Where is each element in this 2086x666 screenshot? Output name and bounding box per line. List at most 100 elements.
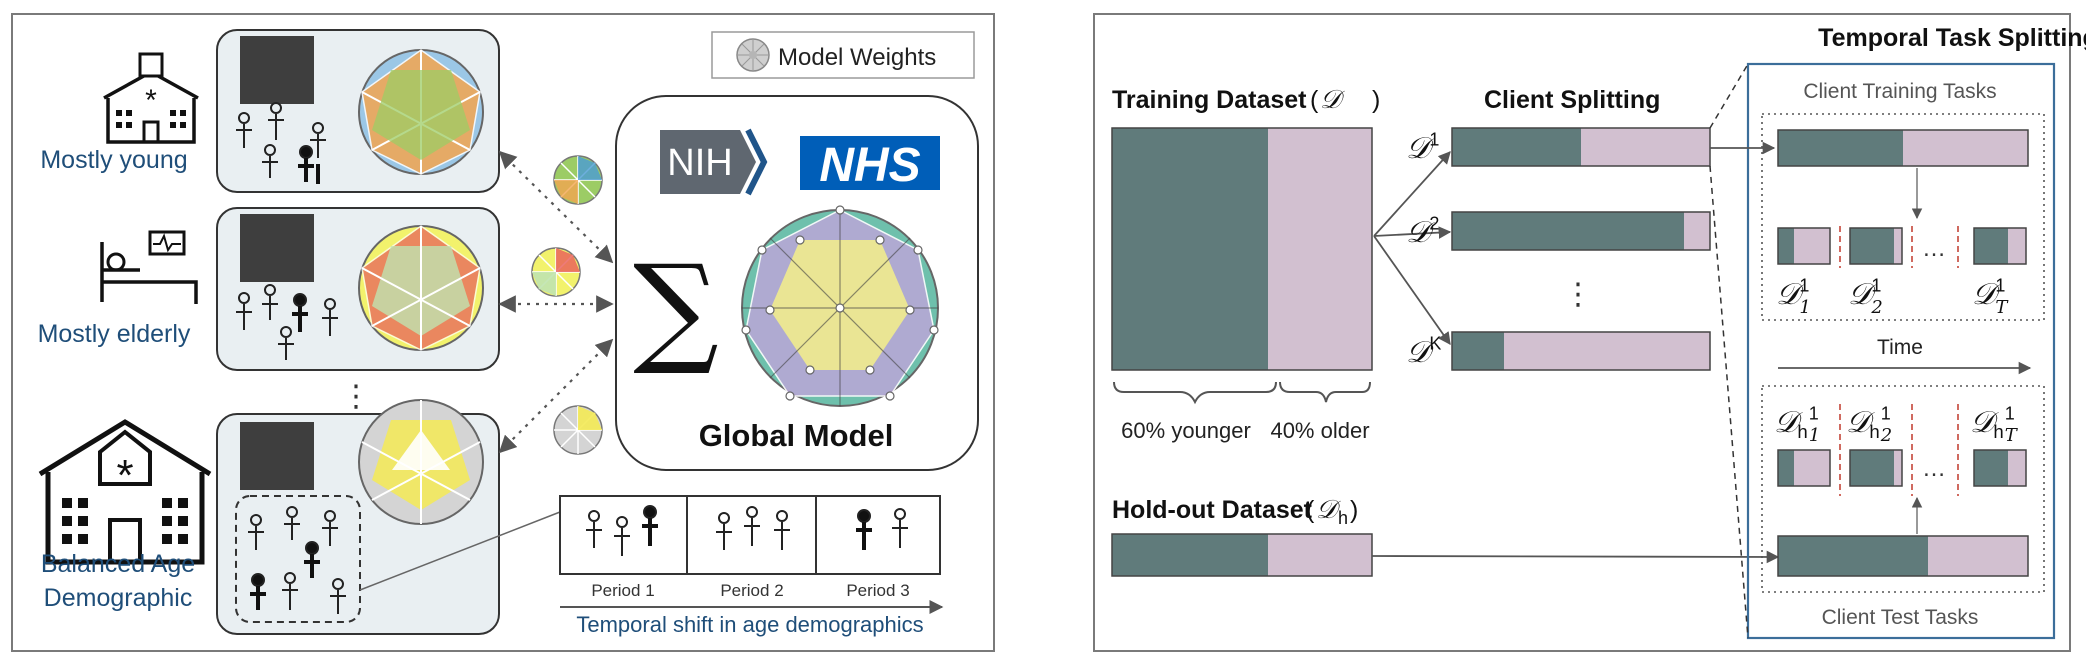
zoom-line-top (1709, 63, 1749, 129)
client-2-group: Mostly elderly (38, 207, 500, 371)
test-task-1-bar-outline (1777, 449, 1831, 487)
model-weights-graph-1 (358, 49, 484, 175)
zoom-line-bottom (1709, 165, 1749, 639)
client-bars-ellipsis: ⋮ (1563, 278, 1593, 311)
client-3-period-connector (359, 511, 561, 591)
test-task-3-bar-teal (1974, 450, 2008, 486)
test-task-2-bar-pink (1894, 450, 1902, 486)
holdout-dataset-subscript: h (1338, 508, 1348, 528)
client-2-bar-pink (1684, 212, 1710, 250)
training-task-1-label-subscript: 1 (1799, 297, 1810, 318)
client-2-label: Mostly elderly (38, 320, 191, 348)
client-2-bar-outline (1451, 211, 1711, 251)
training-task-bars: 𝒟 11 𝒟 12 𝒟 1T (1776, 227, 2027, 318)
model-weights-graph-3 (358, 399, 484, 525)
client-1-full-teal (1778, 130, 1903, 166)
temporal-task-title: Temporal Task Splitting (1818, 24, 2086, 52)
split-arrow-client-2 (1373, 226, 1452, 239)
holdout-younger-block (1112, 534, 1268, 576)
test-task-3-bar-outline (1973, 449, 2027, 487)
clients-ellipsis: ⋮ (341, 380, 371, 413)
training-task-2-label-subscript: 2 (1870, 297, 1882, 318)
temporal-shift-label: Temporal shift in age demographics (576, 612, 923, 637)
training-task-2-bar-pink (1894, 228, 1902, 264)
training-task-3-label-superscript: 1 (1995, 275, 2005, 295)
client-3-people-group (235, 495, 361, 623)
nhs-logo: NHS (800, 136, 940, 192)
period-2-people-icons (716, 506, 790, 550)
client-2-bar-teal (1452, 212, 1684, 250)
younger-brace (1113, 381, 1277, 405)
training-tasks-ellipsis: … (1922, 235, 1946, 262)
global-model-graph (741, 205, 939, 407)
holdout-dataset-label: Hold-out Dataset (1112, 496, 1313, 524)
client-3-bar-outline (1451, 331, 1711, 371)
people-icons-3 (248, 506, 346, 614)
older-brace (1279, 381, 1371, 403)
training-task-1-bar-teal (1778, 228, 1794, 264)
test-task-1-label-superscript: 1 (1809, 403, 1819, 423)
temporal-task-frame (1746, 62, 2056, 640)
holdout-dataset-outline (1111, 533, 1373, 577)
time-label: Time (1877, 336, 1923, 359)
client-3-label-superscript: K (1429, 333, 1441, 353)
older-label: 40% older (1270, 418, 1369, 443)
global-model-title: Global Model (699, 418, 894, 453)
holdout-paren-open: ( (1306, 496, 1315, 524)
hospital-icon: * (103, 52, 199, 144)
test-task-2-bar-outline (1849, 449, 1903, 487)
client-training-tasks-label: Client Training Tasks (1803, 80, 1996, 103)
client-bars: 𝒟 1𝒟 2𝒟 K (1406, 127, 1711, 371)
training-task-3-label-subscript: T (1995, 297, 2009, 318)
client-1-bar-outline (1451, 127, 1711, 167)
test-task-1-bar-teal (1778, 450, 1794, 486)
training-task-3-bar-outline (1973, 227, 2027, 265)
client-3-label-line-1: Balanced Age (41, 550, 195, 578)
chest-xray-image-3 (240, 422, 314, 490)
client-splitting-title: Client Splitting (1484, 86, 1660, 114)
training-dataset-paren-close: ) (1372, 86, 1380, 114)
chest-xray-image-2 (240, 214, 314, 282)
nih-logo: NIH (660, 128, 768, 196)
test-task-3-bar-pink (2008, 450, 2026, 486)
holdout-older-block (1268, 534, 1372, 576)
training-task-2-bar-teal (1850, 228, 1894, 264)
test-task-1-label-mid: h (1797, 421, 1807, 442)
client-3-bar-pink (1504, 332, 1710, 370)
test-task-1-label-subscript: 1 (1809, 425, 1820, 446)
svg-text:*: * (116, 451, 133, 500)
training-dataset-label: Training Dataset (1112, 86, 1307, 114)
test-task-2-label-mid: h (1869, 421, 1879, 442)
global-model-box: NIH NHS ∑ Global Model (615, 95, 979, 471)
training-dataset-outline (1111, 127, 1373, 371)
client-1-full-outline (1777, 129, 2029, 167)
chest-xray-image-1 (240, 36, 314, 104)
test-task-1-bar-pink (1794, 450, 1830, 486)
period-3-people-icons (856, 508, 908, 550)
client-1-bar-teal (1452, 128, 1581, 166)
test-task-2-label-subscript: 2 (1880, 425, 1892, 446)
test-task-3-label-superscript: 1 (2005, 403, 2015, 423)
large-hospital-icon: * (38, 419, 212, 565)
holdout-to-test-arrow (1371, 550, 1780, 564)
right-panel: Training Dataset ( 𝒟 ) 60% younger 40% o… (1093, 13, 2086, 652)
periods-strip: Period 1 Period 2 Period 3 Temporal shif… (559, 495, 944, 637)
training-task-1-label-superscript: 1 (1799, 275, 1809, 295)
holdout-full-pink (1928, 536, 2028, 576)
holdout-full-outline (1777, 535, 2029, 577)
training-task-1-bar-outline (1777, 227, 1831, 265)
client-1-group: * Mostly young (40, 29, 500, 193)
client-3-group: * Balanced Age Demographic (38, 399, 561, 635)
holdout-paren-close: ) (1350, 496, 1358, 524)
training-dataset-paren-open: ( (1310, 86, 1319, 114)
client-3-update-icon (553, 405, 603, 455)
legend-label: Model Weights (778, 44, 936, 71)
client-3-label-line-2: Demographic (44, 584, 193, 612)
left-panel: Model Weights * Mostly young (11, 13, 995, 652)
client-2-update-icon (531, 247, 581, 297)
period-2-label: Period 2 (720, 581, 783, 600)
test-task-3-label-mid: h (1993, 421, 2003, 442)
client-1-label-superscript: 1 (1429, 129, 1439, 149)
training-task-3-bar-pink (2008, 228, 2026, 264)
